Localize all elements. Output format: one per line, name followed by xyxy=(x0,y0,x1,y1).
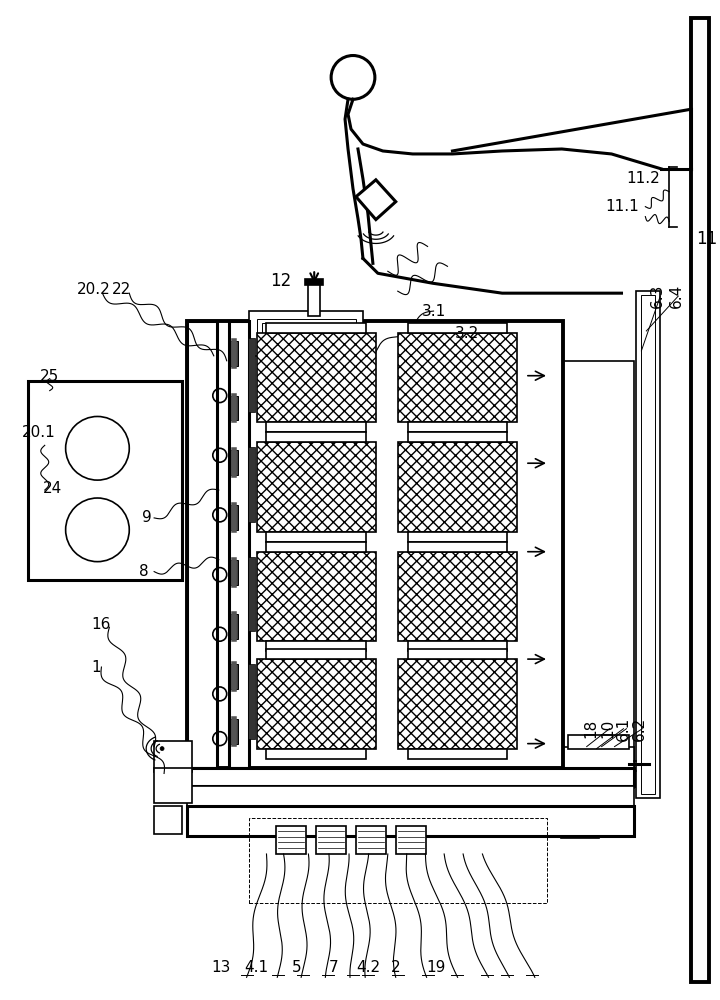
Bar xyxy=(266,422,366,432)
Bar xyxy=(256,319,356,349)
Bar xyxy=(564,803,595,835)
Bar xyxy=(230,614,238,639)
Bar xyxy=(561,800,598,838)
Bar xyxy=(256,442,376,532)
Text: 2: 2 xyxy=(391,960,400,975)
Text: 10: 10 xyxy=(600,719,615,738)
Bar xyxy=(230,719,238,744)
Bar xyxy=(230,560,238,585)
Text: 24: 24 xyxy=(43,481,63,496)
Text: 19: 19 xyxy=(426,960,445,975)
Bar xyxy=(356,826,386,854)
Text: 25: 25 xyxy=(40,369,59,384)
Bar xyxy=(397,442,517,532)
Bar xyxy=(230,505,238,530)
Bar xyxy=(248,557,255,631)
Bar xyxy=(397,659,517,749)
Text: 11.2: 11.2 xyxy=(626,171,660,186)
Bar xyxy=(316,826,346,854)
Bar xyxy=(230,396,238,420)
Bar xyxy=(248,818,547,903)
Text: 11: 11 xyxy=(696,230,717,248)
Bar xyxy=(187,768,634,786)
Bar xyxy=(230,450,238,475)
Bar xyxy=(397,333,517,422)
Bar xyxy=(408,323,507,333)
Bar xyxy=(408,542,507,552)
Text: 12: 12 xyxy=(270,272,291,290)
Bar xyxy=(187,786,634,806)
Bar xyxy=(276,826,306,854)
Text: 6.1: 6.1 xyxy=(616,717,631,741)
Text: 4.1: 4.1 xyxy=(245,960,269,975)
Bar xyxy=(154,768,192,803)
Bar xyxy=(563,361,634,788)
Bar xyxy=(154,806,182,834)
Text: 22: 22 xyxy=(112,282,131,297)
Text: 20.2: 20.2 xyxy=(76,282,110,297)
Bar xyxy=(261,323,351,345)
Text: 6.4: 6.4 xyxy=(669,284,684,308)
Bar xyxy=(230,341,238,366)
Text: 3.1: 3.1 xyxy=(421,304,446,319)
Bar xyxy=(563,747,634,773)
Text: 5: 5 xyxy=(292,960,301,975)
Text: 6.3: 6.3 xyxy=(649,284,665,308)
Bar xyxy=(266,641,366,651)
Bar xyxy=(266,432,366,442)
Text: 13: 13 xyxy=(211,960,230,975)
Text: 8: 8 xyxy=(140,564,149,579)
Bar xyxy=(256,659,376,749)
Text: 11.1: 11.1 xyxy=(606,199,639,214)
Text: 7: 7 xyxy=(328,960,338,975)
Bar xyxy=(568,735,629,749)
Bar xyxy=(266,323,366,333)
Bar xyxy=(408,641,507,651)
Bar xyxy=(691,18,709,982)
Bar xyxy=(187,321,217,768)
Bar xyxy=(266,649,366,659)
Bar xyxy=(230,664,238,689)
Bar xyxy=(266,749,366,759)
Bar xyxy=(229,321,248,768)
Bar xyxy=(248,447,255,522)
Bar xyxy=(636,291,660,798)
Bar xyxy=(154,741,192,772)
Bar xyxy=(396,826,426,854)
Bar xyxy=(266,532,366,542)
Text: 6.2: 6.2 xyxy=(632,717,647,741)
Bar xyxy=(308,281,320,316)
Text: 16: 16 xyxy=(91,617,111,632)
Bar xyxy=(187,321,563,768)
Bar xyxy=(187,806,634,836)
Polygon shape xyxy=(356,180,396,220)
Bar xyxy=(408,422,507,432)
Text: 3.2: 3.2 xyxy=(455,326,480,341)
Bar xyxy=(248,664,255,739)
Text: 4.2: 4.2 xyxy=(356,960,380,975)
Bar xyxy=(248,338,255,412)
Bar xyxy=(266,542,366,552)
Circle shape xyxy=(160,747,164,751)
Text: 9: 9 xyxy=(143,510,152,525)
Text: 20.1: 20.1 xyxy=(22,425,55,440)
Bar xyxy=(28,381,182,580)
Bar xyxy=(642,295,655,794)
Bar xyxy=(408,432,507,442)
Bar xyxy=(256,333,376,422)
Bar xyxy=(397,552,517,641)
Bar xyxy=(248,311,363,356)
Bar xyxy=(408,649,507,659)
Bar xyxy=(408,532,507,542)
Bar xyxy=(305,279,323,285)
Text: 18: 18 xyxy=(583,719,598,738)
Text: 1: 1 xyxy=(91,660,102,675)
Bar xyxy=(256,552,376,641)
Bar xyxy=(408,749,507,759)
